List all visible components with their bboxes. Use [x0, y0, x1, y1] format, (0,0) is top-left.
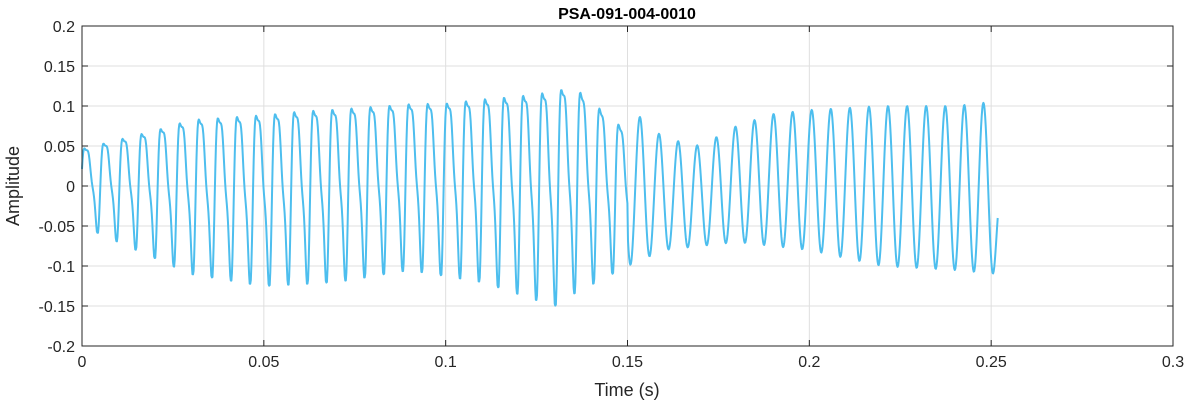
chart-title: PSA-091-004-0010 [558, 6, 696, 23]
y-tick-label: -0.15 [39, 299, 76, 316]
y-tick-label: 0.15 [44, 59, 75, 76]
y-tick-label: 0.05 [44, 139, 75, 156]
x-axis-title: Time (s) [594, 380, 659, 400]
x-tick-label: 0.25 [976, 354, 1007, 371]
x-axis-ticks: 0 0.05 0.1 0.15 0.2 0.25 0.3 [78, 26, 1184, 371]
y-axis-title: Amplitude [3, 146, 23, 226]
y-tick-label: 0.1 [53, 99, 75, 116]
y-tick-label: 0.2 [53, 19, 75, 36]
x-tick-label: 0.2 [798, 354, 820, 371]
y-tick-label: -0.05 [39, 219, 76, 236]
signal-line [81, 89, 999, 307]
y-tick-label: 0 [66, 179, 75, 196]
y-axis-ticks: -0.2 -0.15 -0.1 -0.05 0 0.05 0.1 0.15 0.2 [39, 19, 1173, 356]
x-tick-label: 0 [78, 354, 87, 371]
y-tick-label: -0.2 [47, 339, 75, 356]
y-tick-label: -0.1 [47, 259, 75, 276]
x-tick-label: 0.05 [248, 354, 279, 371]
x-tick-label: 0.3 [1162, 354, 1184, 371]
x-tick-label: 0.1 [435, 354, 457, 371]
x-tick-label: 0.15 [612, 354, 643, 371]
